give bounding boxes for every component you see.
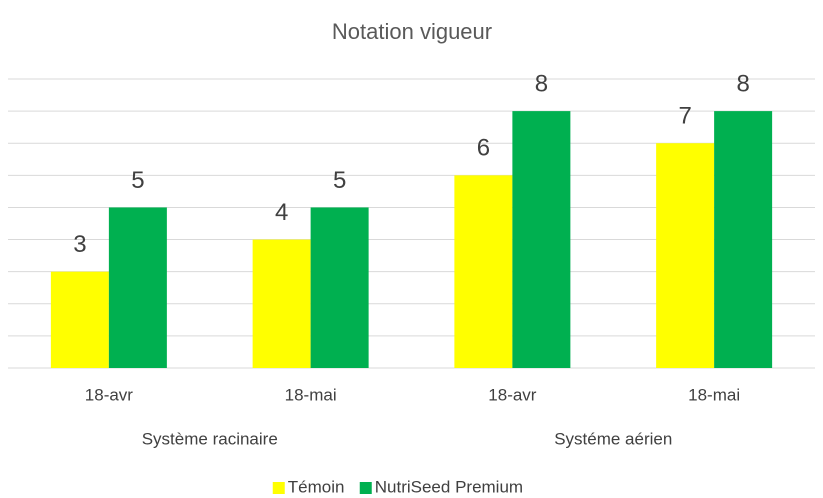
bar bbox=[50, 271, 109, 368]
value-label: 5 bbox=[333, 167, 346, 194]
value-label: 4 bbox=[275, 199, 288, 226]
value-label: 5 bbox=[131, 167, 144, 194]
value-label: 8 bbox=[535, 70, 548, 97]
x-tick-label: 18-mai bbox=[688, 385, 740, 404]
legend-swatch bbox=[272, 482, 285, 494]
bar bbox=[108, 207, 167, 368]
legend-label: NutriSeed Premium bbox=[375, 477, 523, 496]
x-tick-label: 18-mai bbox=[285, 385, 337, 404]
value-label: 3 bbox=[73, 231, 86, 258]
bar bbox=[714, 111, 773, 368]
x-tick-label: 18-avr bbox=[85, 385, 134, 404]
value-label: 8 bbox=[736, 70, 749, 97]
value-label: 6 bbox=[477, 135, 490, 162]
bar bbox=[454, 175, 513, 368]
x-tick-label: 18-avr bbox=[488, 385, 537, 404]
legend-label: Témoin bbox=[288, 477, 345, 496]
group-label: Systéme aérien bbox=[554, 429, 672, 448]
bar bbox=[656, 143, 715, 368]
group-label: Système racinaire bbox=[142, 429, 278, 448]
value-label: 7 bbox=[678, 103, 691, 130]
chart-title: Notation vigueur bbox=[332, 19, 492, 44]
bar bbox=[310, 207, 369, 368]
legend-swatch bbox=[359, 482, 372, 494]
bar bbox=[512, 111, 571, 368]
bar bbox=[252, 239, 311, 368]
